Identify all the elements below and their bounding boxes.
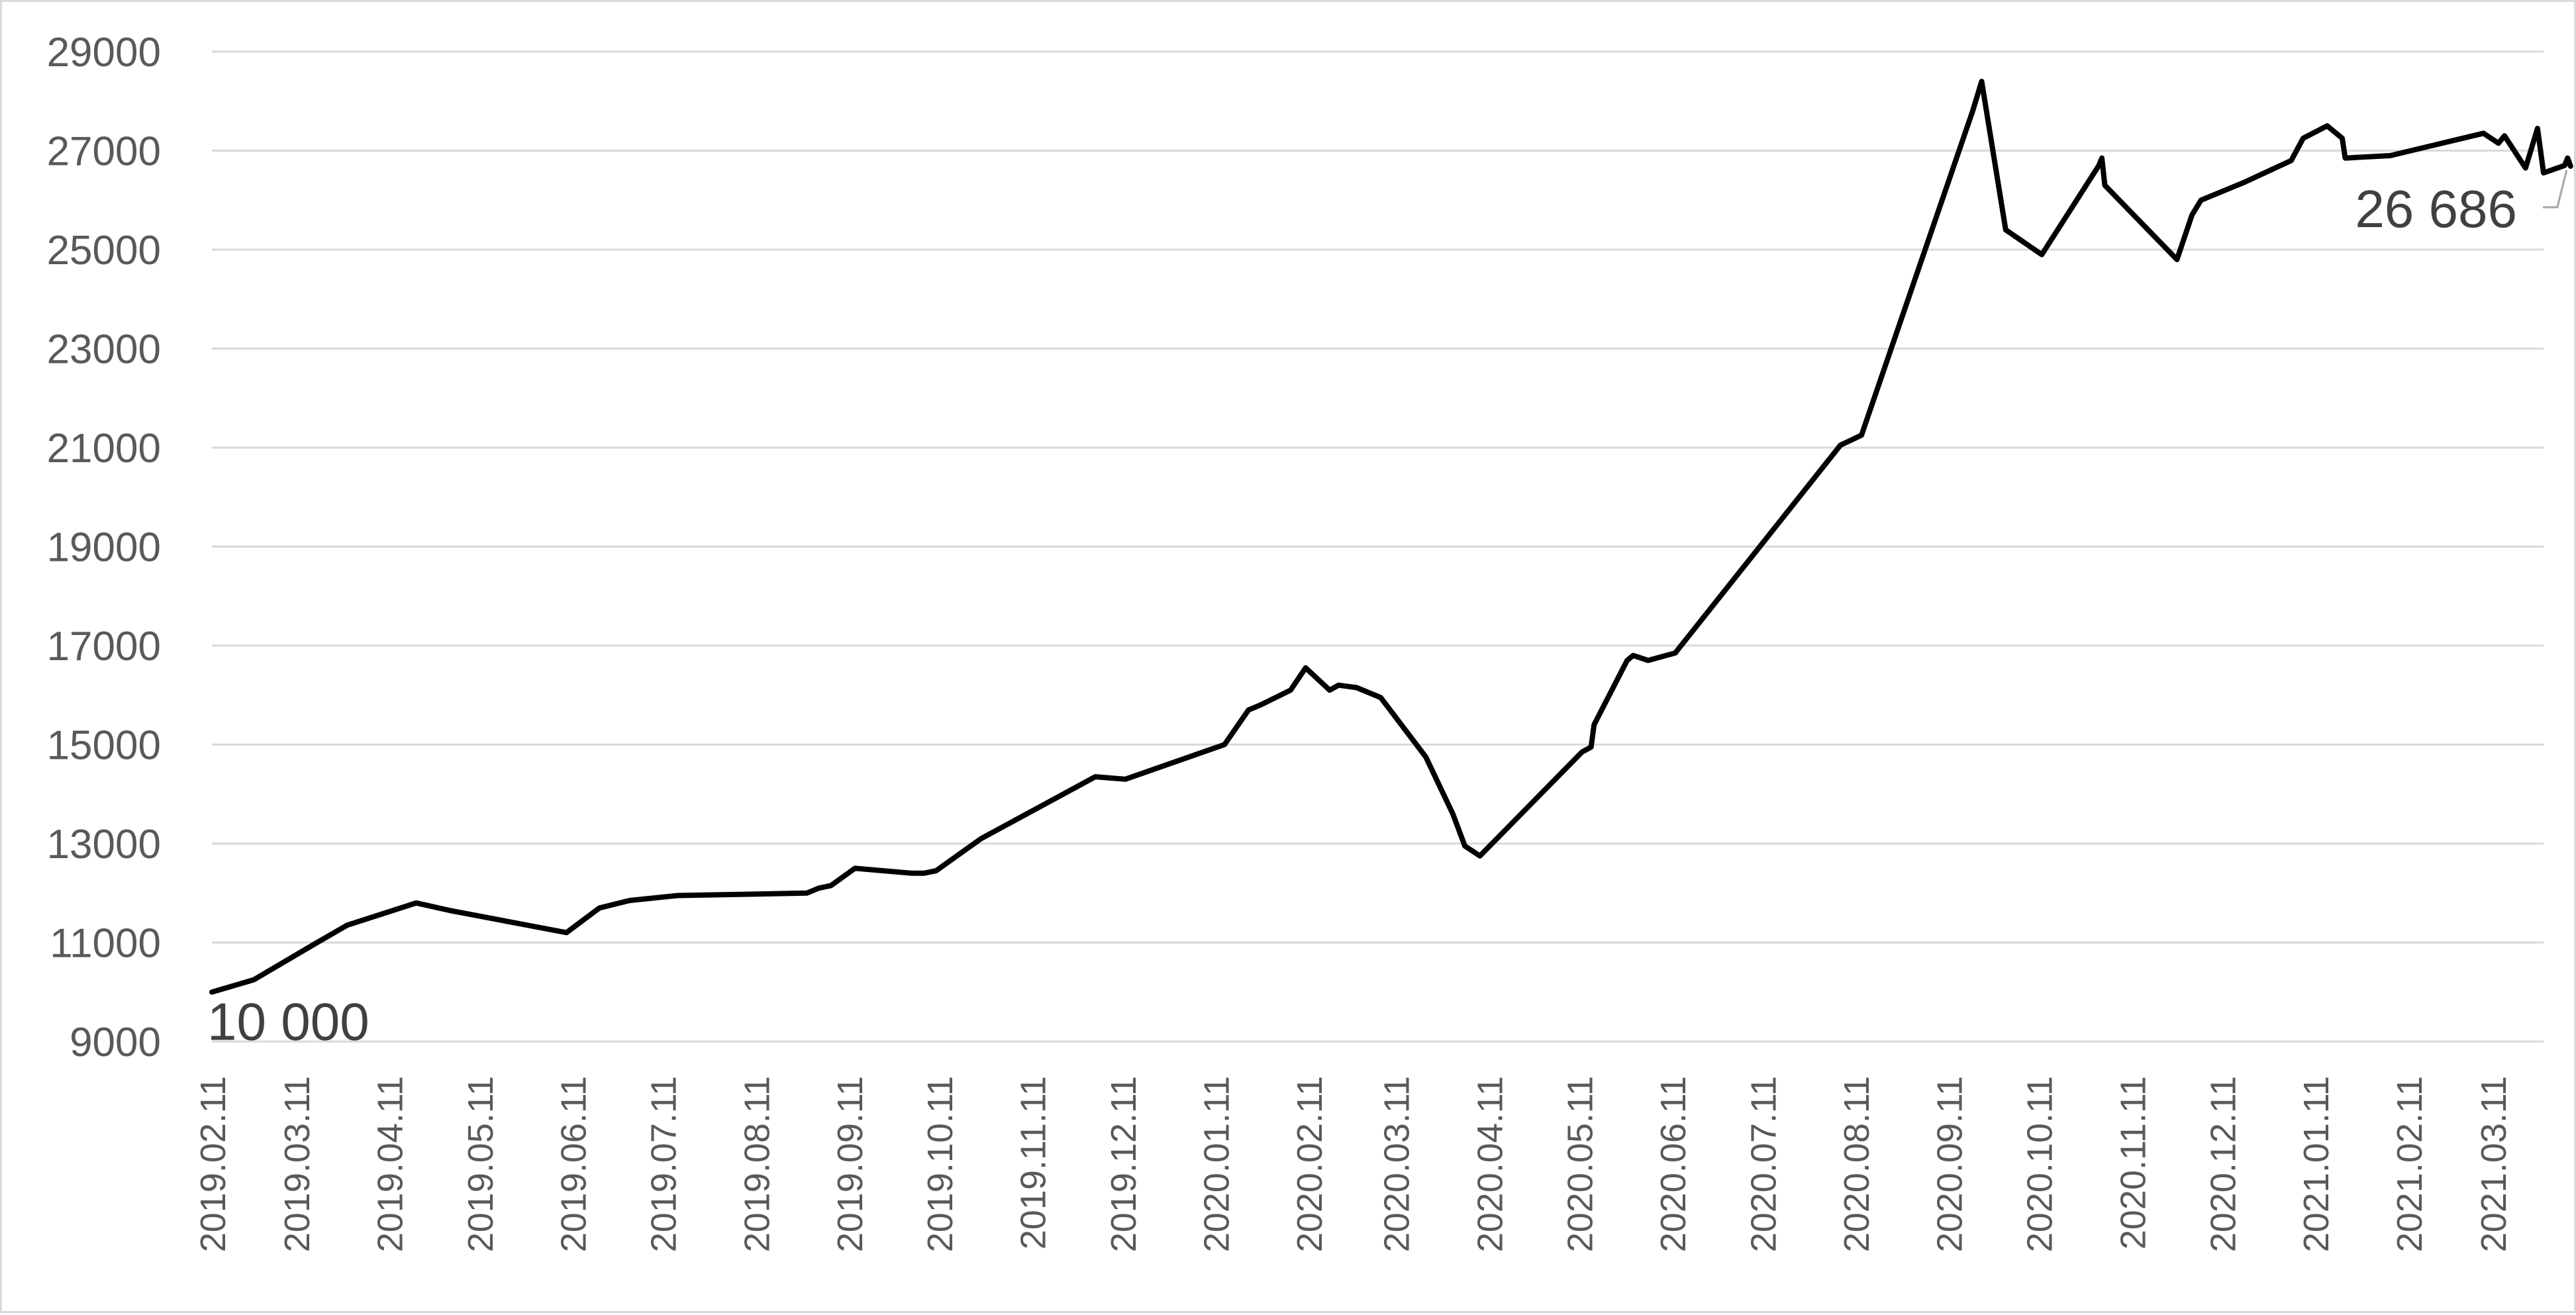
- x-tick-label: 2019.07.11: [644, 1076, 684, 1252]
- y-tick-label: 23000: [47, 327, 161, 373]
- x-tick-label: 2019.09.11: [830, 1076, 870, 1252]
- series-line: [209, 78, 2573, 995]
- x-tick-label: 2019.11.11: [1014, 1076, 1054, 1249]
- x-tick-label: 2020.12.11: [2204, 1076, 2244, 1252]
- y-tick-label: 15000: [47, 723, 161, 769]
- x-tick-label: 2020.08.11: [1837, 1076, 1877, 1252]
- x-tick-label: 2021.03.11: [2474, 1076, 2514, 1252]
- y-tick-label: 17000: [47, 624, 161, 669]
- x-tick-label: 2021.02.11: [2390, 1076, 2430, 1252]
- x-axis-tick-labels: 2019.02.11 2019.03.11 2019.04.11 2019.05.11…: [193, 1076, 2514, 1252]
- x-tick-label: 2020.06.11: [1654, 1076, 1693, 1252]
- x-tick-label: 2020.02.11: [1290, 1076, 1330, 1252]
- x-tick-label: 2020.11.11: [2113, 1076, 2153, 1249]
- y-tick-label: 29000: [47, 30, 161, 75]
- x-tick-label: 2019.04.11: [371, 1076, 411, 1252]
- x-tick-label: 2020.09.11: [1930, 1076, 1970, 1252]
- data-labels: 10 000 26 686: [207, 170, 2568, 1051]
- y-tick-label: 13000: [47, 822, 161, 867]
- series-layer: [209, 78, 2573, 995]
- y-tick-label: 11000: [50, 921, 161, 967]
- x-tick-label: 2019.05.11: [461, 1076, 501, 1252]
- gridlines: [212, 50, 2544, 1043]
- y-tick-label: 19000: [47, 525, 161, 571]
- x-tick-label: 2020.05.11: [1561, 1076, 1601, 1252]
- x-tick-label: 2019.12.11: [1104, 1076, 1144, 1252]
- x-tick-label: 2020.03.11: [1377, 1076, 1417, 1252]
- x-tick-label: 2020.01.11: [1197, 1076, 1236, 1252]
- x-tick-label: 2020.10.11: [2020, 1076, 2060, 1252]
- x-tick-label: 2021.01.11: [2297, 1076, 2336, 1252]
- y-tick-label: 9000: [70, 1020, 161, 1065]
- x-tick-label: 2019.08.11: [737, 1076, 777, 1252]
- data-label-end: 26 686: [2355, 179, 2517, 238]
- x-tick-label: 2019.06.11: [554, 1076, 593, 1252]
- x-tick-label: 2019.10.11: [920, 1076, 960, 1252]
- data-label-start: 10 000: [207, 992, 370, 1051]
- x-tick-label: 2019.03.11: [277, 1076, 317, 1252]
- y-tick-label: 21000: [47, 426, 161, 471]
- x-tick-label: 2020.07.11: [1744, 1076, 1783, 1252]
- y-tick-label: 25000: [47, 228, 161, 273]
- y-axis-tick-labels: 9000 11000 13000 15000 17000 19000 21000 23000 2…: [47, 30, 161, 1065]
- y-tick-label: 27000: [47, 129, 161, 175]
- data-label-leader-line: [2542, 170, 2568, 209]
- x-tick-label: 2020.04.11: [1470, 1076, 1510, 1252]
- x-tick-label: 2019.02.11: [193, 1076, 233, 1252]
